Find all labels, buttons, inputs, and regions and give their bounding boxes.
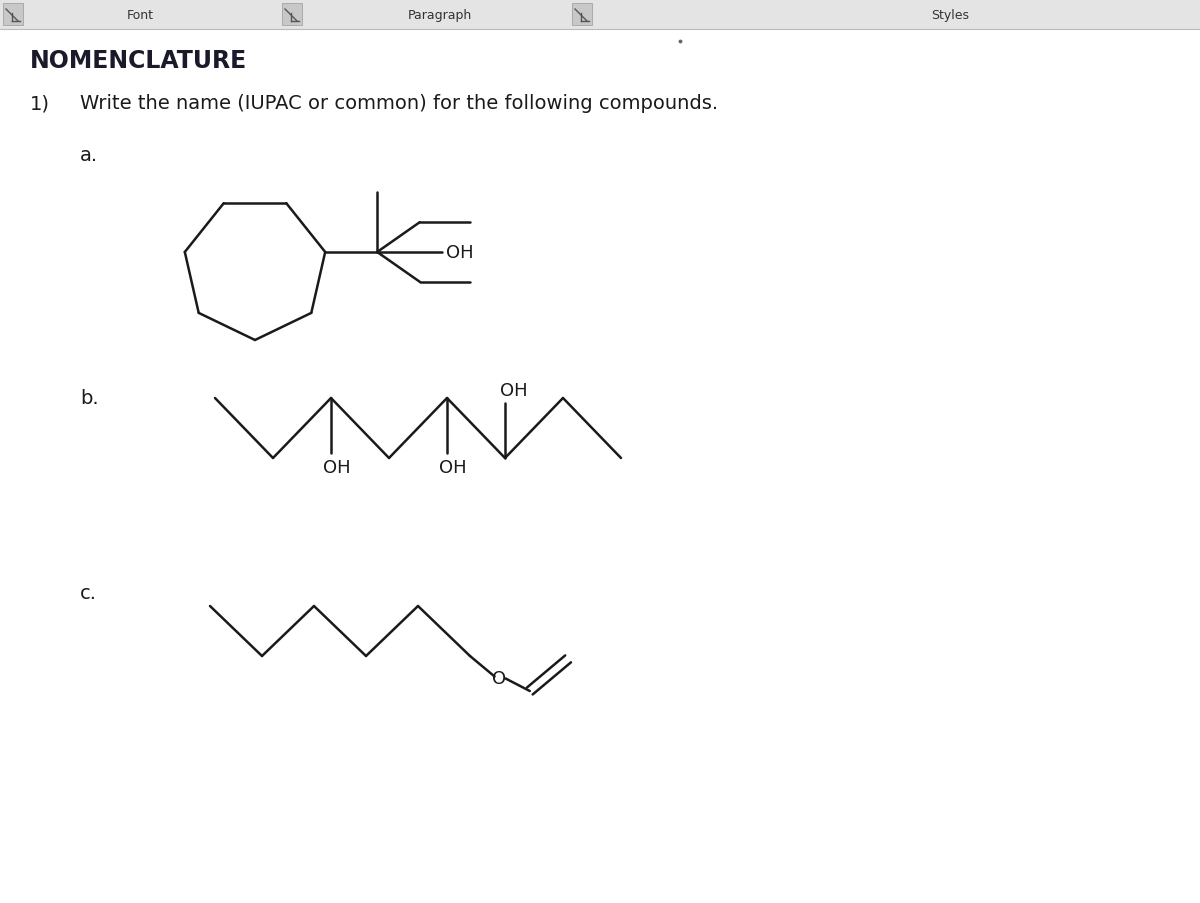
Text: OH: OH [446, 244, 474, 262]
Text: Styles: Styles [931, 8, 970, 22]
Text: a.: a. [80, 146, 98, 165]
Bar [0, 0, 1200, 30]
Text: OH: OH [323, 459, 350, 477]
Text: OH: OH [439, 459, 467, 477]
Text: Paragraph: Paragraph [408, 8, 472, 22]
Text: OH: OH [500, 382, 528, 399]
Text: Font: Font [126, 8, 154, 22]
Text: 1): 1) [30, 94, 50, 113]
Text: NOMENCLATURE: NOMENCLATURE [30, 49, 247, 73]
Bar [572, 4, 592, 26]
Bar [282, 4, 302, 26]
Text: O: O [492, 670, 505, 688]
Text: c.: c. [80, 583, 97, 602]
Text: Write the name (IUPAC or common) for the following compounds.: Write the name (IUPAC or common) for the… [80, 94, 718, 113]
Bar [2, 4, 23, 26]
Text: b.: b. [80, 388, 98, 407]
